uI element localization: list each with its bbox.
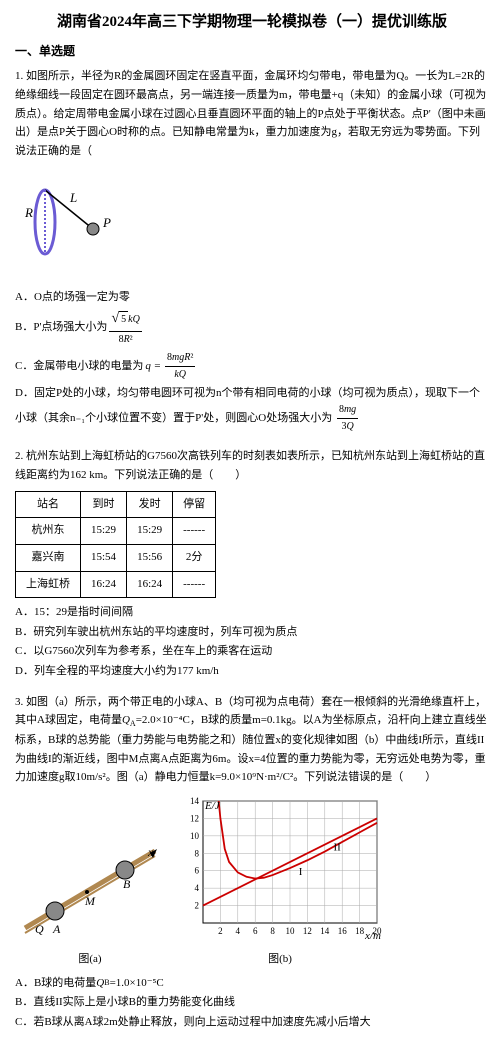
td: 15:56 [127,544,173,571]
svg-text:14: 14 [190,796,200,806]
q2-options: A．15：29是指时间间隔 B．研究列车驶出杭州东站的平均速度时，列车可视为质点… [15,604,489,680]
svg-text:I: I [299,866,303,878]
question-2: 2. 杭州东站到上海虹桥站的G7560次高铁列车的时刻表如表所示，已知杭州东站到… [15,447,489,680]
svg-text:14: 14 [320,926,330,936]
q1-stem: 1. 如图所示，半径为R的金属圆环固定在竖直平面，金属环均匀带电，带电量为Q。一… [15,67,489,160]
table-row: 上海虹桥 16:24 16:24 ------ [16,571,216,598]
th-2: 发时 [127,491,173,518]
q2-opt-d: D．列车全程的平均速度大小约为177 km/h [15,663,489,681]
q1-diagram: R L P [15,167,489,283]
td: 15:54 [81,544,127,571]
section-header: 一、单选题 [15,42,489,61]
svg-text:II: II [334,842,342,854]
q3-figures: Q A M B x 图(a) 2468101214161820246810121… [15,793,489,969]
td: 15:29 [127,518,173,545]
q2-opt-b: B．研究列车驶出杭州东站的平均速度时，列车可视为质点 [15,624,489,642]
optd-mid: 个小球位置不变）置于P'处，则圆心O处场强大小为 [85,412,332,424]
table-row: 杭州东 15:29 15:29 ------ [16,518,216,545]
fig-b-label: 图(b) [175,951,385,969]
td: 嘉兴南 [16,544,81,571]
td: 2分 [173,544,216,571]
td: 上海虹桥 [16,571,81,598]
optc-formula: 8mgR² kQ [165,350,195,383]
q1-opt-a: A．O点的场强一定为零 [15,289,489,307]
td: ------ [173,571,216,598]
optc-pre: C．金属带电小球的电量为 [15,358,143,376]
opta-q: Q [96,977,104,989]
svg-text:12: 12 [303,926,312,936]
q3-fig-b: 24681012141618202468101214E/Jx/mIII [175,793,385,943]
page-title: 湖南省2024年高三下学期物理一轮模拟卷（一）提优训练版 [15,10,489,34]
q1-opt-d: D．固定P处的小球，均匀带电圆环可视为n个带有相同电荷的小球（均可视为质点），现… [15,385,489,436]
q3-fig-a: Q A M B x [15,833,165,943]
td: 15:29 [81,518,127,545]
td: 杭州东 [16,518,81,545]
svg-text:Q: Q [35,922,44,936]
th-3: 停留 [173,491,216,518]
svg-text:4: 4 [195,883,200,893]
q2-stem: 2. 杭州东站到上海虹桥站的G7560次高铁列车的时刻表如表所示，已知杭州东站到… [15,447,489,484]
q3-options: A．B球的电荷量QB=1.0×10⁻⁵C B．直线II实际上是小球B的重力势能变… [15,975,489,1032]
q3-opt-b: B．直线II实际上是小球B的重力势能变化曲线 [15,994,489,1012]
svg-text:M: M [84,894,96,908]
q3-opt-c: C．若B球从离A球2m处静止释放，则向上运动过程中加速度先减小后增大 [15,1014,489,1032]
th-0: 站名 [16,491,81,518]
svg-text:2: 2 [218,926,223,936]
q3-qa: Q [122,714,130,726]
svg-text:B: B [123,877,131,891]
question-3: 3. 如图（a）所示，两个带正电的小球A、B（均可视为点电荷）套在一根倾斜的光滑… [15,693,489,1032]
q3-qa-val: =2.0×10⁻⁴C [136,714,190,726]
td: 16:24 [81,571,127,598]
fig-a-label: 图(a) [15,951,165,969]
svg-text:x/m: x/m [364,930,381,942]
q3-fig-b-wrap: 24681012141618202468101214E/Jx/mIII 图(b) [175,793,385,969]
p-label: P [102,215,111,230]
svg-text:10: 10 [190,831,200,841]
question-1: 1. 如图所示，半径为R的金属圆环固定在竖直平面，金属环均匀带电，带电量为Q。一… [15,67,489,435]
optc-q: q = [145,358,161,376]
q1-opt-b: B．P'点场强大小为 5kQ 8R² [15,308,489,347]
opta-pre: A．B球的电荷量 [15,975,96,993]
svg-text:6: 6 [195,866,200,876]
svg-text:8: 8 [195,848,200,858]
td: 16:24 [127,571,173,598]
q2-table: 站名 到时 发时 停留 杭州东 15:29 15:29 ------ 嘉兴南 1… [15,491,216,598]
q2-opt-a: A．15：29是指时间间隔 [15,604,489,622]
opta-val: =1.0×10⁻⁵C [110,975,164,993]
svg-text:8: 8 [270,926,275,936]
svg-text:4: 4 [236,926,241,936]
svg-text:10: 10 [286,926,296,936]
svg-text:6: 6 [253,926,258,936]
table-header-row: 站名 到时 发时 停留 [16,491,216,518]
q3-stem: 3. 如图（a）所示，两个带正电的小球A、B（均可视为点电荷）套在一根倾斜的光滑… [15,693,489,788]
svg-text:12: 12 [190,813,199,823]
optd-formula: 8mg 3Q [337,402,358,435]
svg-text:18: 18 [355,926,365,936]
l-label: L [69,190,77,205]
q3-fig-a-wrap: Q A M B x 图(a) [15,833,165,969]
q1-opt-c: C．金属带电小球的电量为 q = 8mgR² kQ [15,350,489,383]
svg-text:E/J: E/J [204,800,221,812]
optb-pre: B．P'点场强大小为 [15,319,107,337]
svg-text:16: 16 [338,926,348,936]
svg-text:A: A [52,922,61,936]
td: ------ [173,518,216,545]
optb-formula: 5kQ 8R² [109,308,141,347]
q2-opt-c: C．以G7560次列车为参考系，坐在车上的乘客在运动 [15,643,489,661]
table-row: 嘉兴南 15:54 15:56 2分 [16,544,216,571]
th-1: 到时 [81,491,127,518]
q1-options: A．O点的场强一定为零 B．P'点场强大小为 5kQ 8R² C．金属带电小球的… [15,289,489,436]
optd-n1: n₋₁ [70,412,85,424]
svg-text:2: 2 [195,901,200,911]
r-label: R [24,205,33,220]
q3-opt-a: A．B球的电荷量QB=1.0×10⁻⁵C [15,975,489,993]
